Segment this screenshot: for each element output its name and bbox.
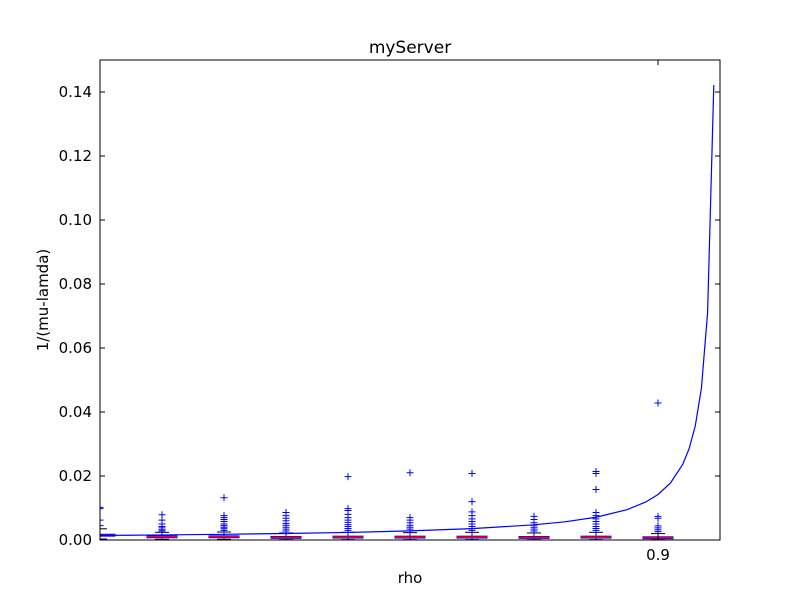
y-tick-label: 0.00	[59, 531, 92, 549]
chart-title: myServer	[369, 38, 451, 58]
flier-point	[344, 473, 352, 481]
flier-point	[406, 514, 414, 522]
flier-point	[654, 522, 662, 530]
flier-point	[468, 498, 476, 506]
box-2	[208, 494, 240, 540]
flier-point	[654, 399, 662, 407]
flier-point	[654, 512, 662, 520]
flier-point	[100, 516, 104, 524]
axes-frame	[99, 59, 721, 541]
y-axis-label: 1/(mu-lamda)	[34, 249, 52, 352]
box-1	[146, 511, 178, 540]
flier-point	[100, 505, 104, 513]
flier-point	[530, 512, 538, 520]
box-8	[580, 468, 612, 540]
y-tick-label: 0.12	[59, 147, 92, 165]
flier-point	[100, 522, 104, 530]
y-tick-label: 0.02	[59, 467, 92, 485]
x-tick-label: 0.9	[646, 546, 670, 564]
axes	[99, 59, 721, 541]
flier-point	[220, 494, 228, 502]
series-line-0	[100, 84, 715, 537]
y-tick-label: 0.04	[59, 403, 92, 421]
box-9	[642, 399, 674, 540]
plot-area	[100, 84, 715, 540]
y-tick-label: 0.10	[59, 211, 92, 229]
flier-point	[282, 508, 290, 516]
flier-point	[468, 469, 476, 477]
flier-point	[468, 508, 476, 516]
flier-point	[592, 468, 600, 476]
plot-content	[100, 84, 715, 540]
flier-point	[406, 469, 414, 477]
flier-point	[220, 512, 228, 520]
y-tick-label: 0.14	[59, 83, 92, 101]
ticks: 0.00 0.02 0.04 0.06 0.08 0.10 0.12 0.14 0.9	[59, 60, 720, 564]
y-tick-label: 0.06	[59, 339, 92, 357]
flier-point	[592, 485, 600, 493]
flier-point	[592, 508, 600, 516]
x-axis-label: rho	[398, 569, 423, 587]
y-tick-label: 0.08	[59, 275, 92, 293]
flier-point	[158, 511, 166, 519]
flier-point	[344, 505, 352, 513]
flier-point	[100, 503, 104, 511]
